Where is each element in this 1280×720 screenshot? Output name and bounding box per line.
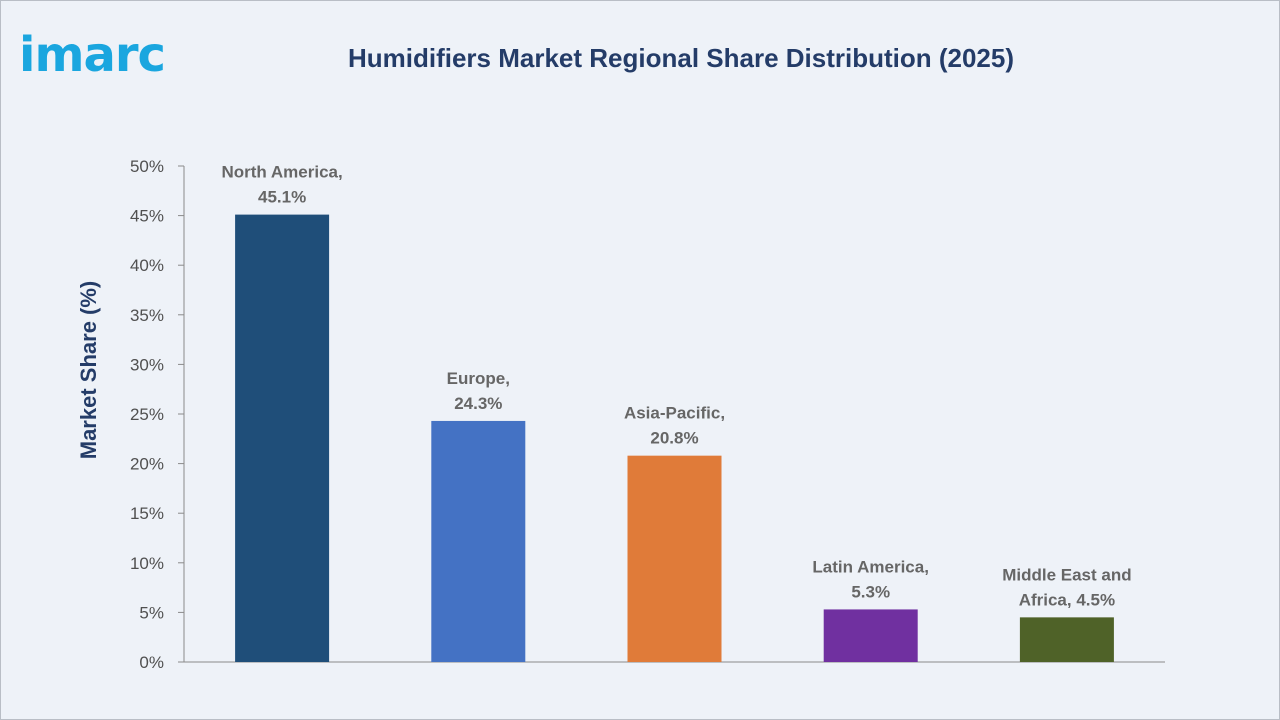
- data-label: 20.8%: [650, 429, 698, 448]
- y-tick-label: 5%: [139, 603, 164, 622]
- y-tick-label: 25%: [130, 405, 164, 424]
- data-label: Latin America,: [812, 557, 929, 576]
- y-tick-label: 45%: [130, 207, 164, 226]
- data-label: 45.1%: [258, 188, 306, 207]
- data-label: Africa, 4.5%: [1019, 590, 1115, 609]
- bars: [235, 214, 1114, 662]
- chart-title: Humidifiers Market Regional Share Distri…: [347, 43, 1015, 73]
- y-tick-label: 15%: [130, 504, 164, 523]
- y-tick-label: 40%: [130, 256, 164, 275]
- imarc-logo: imarc: [19, 27, 166, 83]
- y-tick-label: 50%: [130, 157, 164, 176]
- bar-north-america: [235, 214, 330, 662]
- data-label: Europe,: [447, 369, 510, 388]
- bar-latin-america: [823, 609, 918, 662]
- bar-middle-east-and-africa: [1019, 617, 1114, 662]
- y-tick-label: 35%: [130, 306, 164, 325]
- y-tick-label: 10%: [130, 554, 164, 573]
- y-ticks: 0% 5% 10% 15% 20% 25% 30% 35% 40% 45% 50%: [130, 157, 184, 672]
- data-label: 5.3%: [851, 582, 890, 601]
- data-label: Asia-Pacific,: [624, 404, 725, 423]
- y-tick-label: 0%: [139, 653, 164, 672]
- y-tick-label: 20%: [130, 455, 164, 474]
- data-label: Middle East and: [1002, 565, 1131, 584]
- y-tick-label: 30%: [130, 355, 164, 374]
- bar-europe: [431, 420, 526, 662]
- data-label: 24.3%: [454, 394, 502, 413]
- y-axis-label: Market Share (%): [76, 281, 101, 460]
- data-labels: North America, 45.1% Europe, 24.3% Asia-Paci…: [221, 163, 1131, 610]
- data-label: North America,: [221, 163, 342, 182]
- bar-asia-pacific: [627, 455, 722, 662]
